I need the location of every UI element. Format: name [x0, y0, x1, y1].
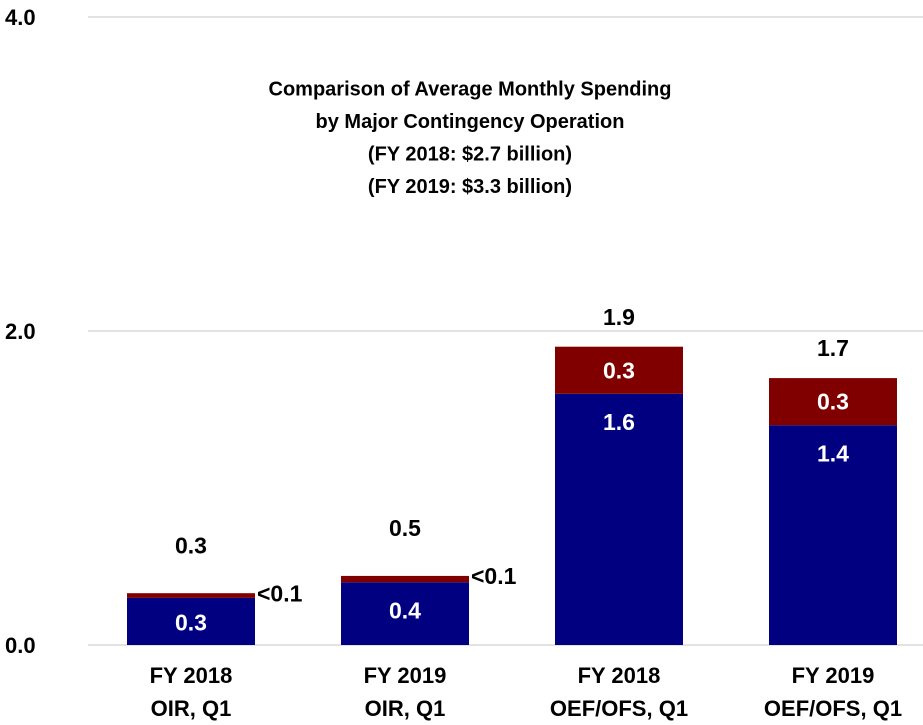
- value-label: 1.4: [817, 440, 849, 466]
- x-tick-label: OEF/OFS, Q1: [550, 696, 688, 721]
- bar-segment: [341, 582, 469, 645]
- value-label: 0.3: [603, 357, 635, 383]
- value-label: 0.4: [389, 597, 421, 623]
- y-tick-label: 0.0: [5, 633, 36, 658]
- value-label: 0.3: [817, 389, 849, 415]
- value-label: 1.6: [603, 409, 635, 435]
- bar-segment: [555, 346, 683, 394]
- bar-segment: [127, 593, 255, 598]
- x-tick-label: FY 2018: [150, 663, 233, 688]
- value-label: <0.1: [257, 580, 303, 606]
- x-tick-label: FY 2018: [578, 663, 661, 688]
- bar-segment: [769, 378, 897, 426]
- value-label: 0.3: [175, 610, 207, 636]
- y-tick-label: 4.0: [5, 5, 36, 30]
- bar-segment: [769, 425, 897, 645]
- y-tick-label: 2.0: [5, 319, 36, 344]
- total-label: 1.7: [817, 335, 849, 361]
- total-label: 0.3: [175, 532, 207, 558]
- chart-title: Comparison of Average Monthly Spending: [269, 78, 672, 100]
- x-tick-label: OIR, Q1: [365, 696, 446, 721]
- x-tick-label: OIR, Q1: [151, 696, 232, 721]
- bar-segment: [341, 575, 469, 583]
- chart-title: (FY 2019: $3.3 billion): [368, 176, 572, 198]
- bar-segment: [555, 393, 683, 645]
- x-tick-label: OEF/OFS, Q1: [764, 696, 902, 721]
- bar-segment: [127, 597, 255, 645]
- value-label: <0.1: [471, 563, 517, 589]
- x-tick-label: FY 2019: [792, 663, 875, 688]
- total-label: 0.5: [389, 515, 421, 541]
- chart-title: (FY 2018: $2.7 billion): [368, 143, 572, 165]
- total-label: 1.9: [603, 304, 635, 330]
- x-tick-label: FY 2019: [364, 663, 447, 688]
- chart-title: by Major Contingency Operation: [316, 111, 625, 133]
